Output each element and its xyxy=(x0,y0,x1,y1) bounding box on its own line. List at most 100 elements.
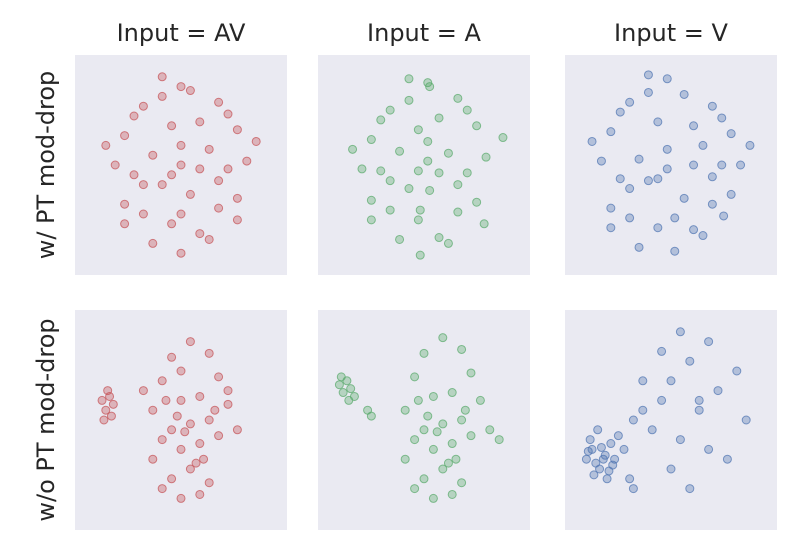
point xyxy=(138,209,148,219)
point xyxy=(410,435,420,445)
point xyxy=(395,146,405,156)
point xyxy=(199,454,209,464)
point xyxy=(625,184,635,194)
point xyxy=(157,91,167,101)
point xyxy=(195,391,205,401)
point xyxy=(604,466,614,476)
point xyxy=(494,435,504,445)
point xyxy=(736,160,746,170)
point xyxy=(185,337,195,347)
point xyxy=(606,203,616,213)
point xyxy=(423,136,433,146)
point xyxy=(423,156,433,166)
point xyxy=(180,427,190,437)
point xyxy=(336,372,346,382)
point xyxy=(204,478,214,488)
point xyxy=(457,415,467,425)
point xyxy=(722,454,732,464)
point xyxy=(732,366,742,376)
point xyxy=(108,399,118,409)
point xyxy=(726,189,736,199)
point xyxy=(625,474,635,484)
panel-title: Input = V xyxy=(614,19,729,47)
panel-background xyxy=(565,55,777,275)
point xyxy=(666,376,676,386)
point xyxy=(443,238,453,248)
point xyxy=(167,170,177,180)
point xyxy=(176,493,186,503)
point xyxy=(589,470,599,480)
point xyxy=(232,125,242,135)
point xyxy=(419,348,429,358)
point xyxy=(457,344,467,354)
point xyxy=(195,117,205,127)
point xyxy=(413,125,423,135)
point xyxy=(472,197,482,207)
panel-background xyxy=(565,310,777,530)
point xyxy=(415,205,425,215)
point xyxy=(466,431,476,441)
point xyxy=(475,395,485,405)
point xyxy=(395,234,405,244)
point xyxy=(425,185,435,195)
point xyxy=(185,86,195,96)
point xyxy=(419,425,429,435)
point xyxy=(638,376,648,386)
point xyxy=(679,193,689,203)
point xyxy=(472,121,482,131)
point xyxy=(717,160,727,170)
point xyxy=(167,474,177,484)
point xyxy=(619,444,629,454)
point xyxy=(376,166,386,176)
point xyxy=(404,184,414,194)
point xyxy=(447,489,457,499)
point xyxy=(413,166,423,176)
point xyxy=(185,464,195,474)
point xyxy=(101,405,111,415)
point xyxy=(120,199,130,209)
point xyxy=(167,121,177,131)
point xyxy=(704,444,714,454)
point xyxy=(334,380,344,390)
point xyxy=(447,439,457,449)
point xyxy=(129,111,139,121)
point xyxy=(120,131,130,141)
point xyxy=(204,415,214,425)
point xyxy=(176,366,186,376)
point xyxy=(214,372,224,382)
row-label: w/ PT mod-drop xyxy=(32,71,60,260)
point xyxy=(385,105,395,115)
point xyxy=(176,140,186,150)
point xyxy=(191,458,201,468)
point xyxy=(438,333,448,343)
point xyxy=(214,431,224,441)
point xyxy=(195,439,205,449)
point xyxy=(707,101,717,111)
point xyxy=(598,454,608,464)
point xyxy=(606,223,616,233)
point xyxy=(410,484,420,494)
point xyxy=(685,484,695,494)
point xyxy=(643,87,653,97)
point xyxy=(726,129,736,139)
point xyxy=(606,439,616,449)
point xyxy=(694,395,704,405)
point xyxy=(157,180,167,190)
point xyxy=(719,211,729,221)
point xyxy=(176,395,186,405)
point xyxy=(176,209,186,219)
point xyxy=(583,446,593,456)
point xyxy=(425,82,435,92)
point xyxy=(606,127,616,137)
point xyxy=(103,386,113,396)
point xyxy=(602,474,612,484)
point xyxy=(653,223,663,233)
point xyxy=(741,415,751,425)
point xyxy=(214,203,224,213)
point xyxy=(195,164,205,174)
point xyxy=(451,454,461,464)
point xyxy=(176,160,186,170)
point xyxy=(595,464,605,474)
point xyxy=(232,425,242,435)
point xyxy=(404,95,414,105)
